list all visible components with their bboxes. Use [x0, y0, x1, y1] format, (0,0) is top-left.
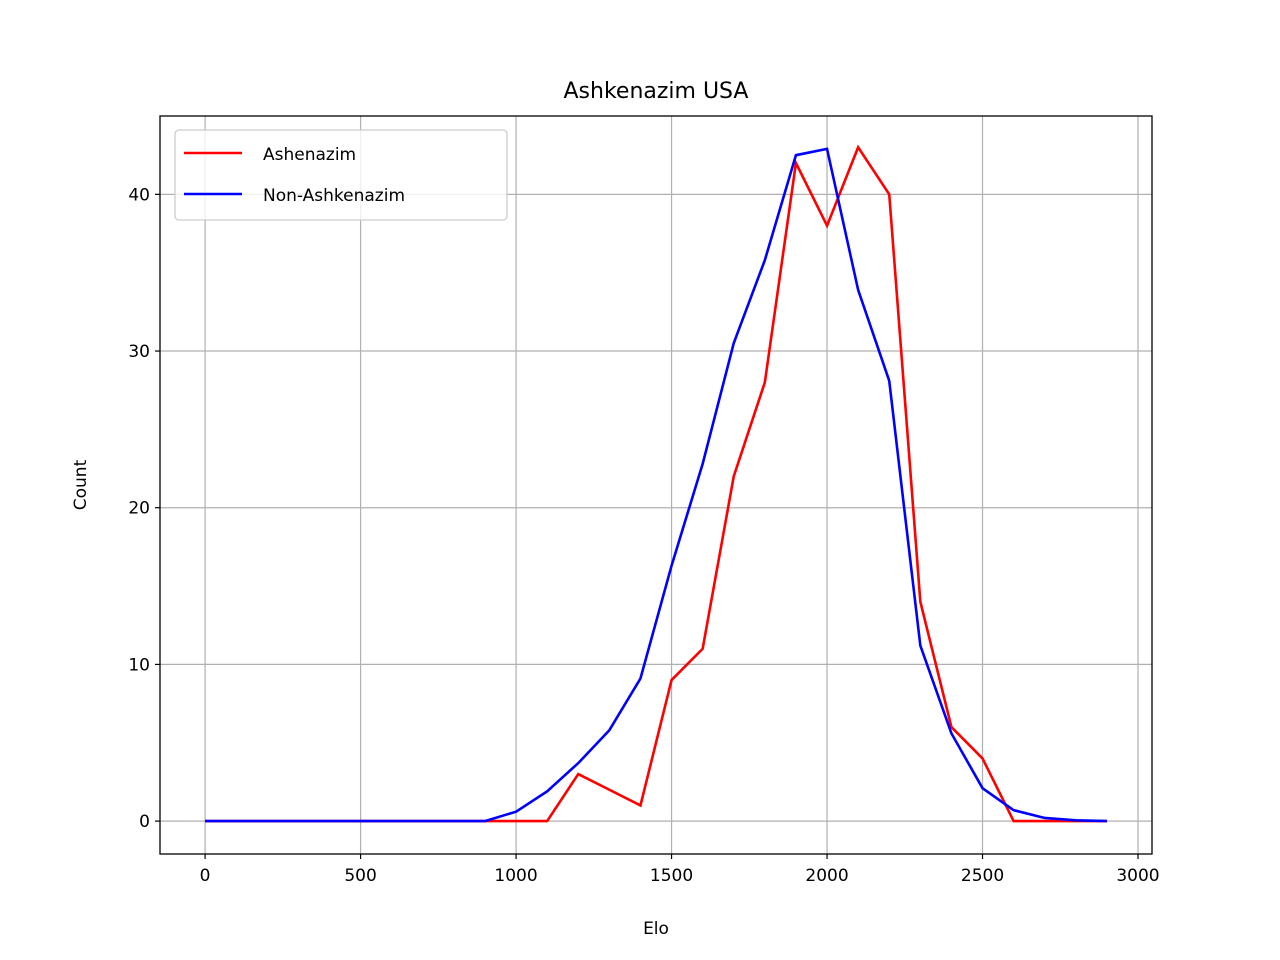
x-axis-label: Elo: [643, 919, 669, 939]
y-tick-label: 0: [139, 812, 150, 832]
legend-label-ashenazim: Ashenazim: [263, 145, 356, 165]
x-tick-label: 1000: [494, 866, 537, 886]
plot-area-frame: [159, 115, 1153, 855]
x-tick-label: 2500: [961, 866, 1004, 886]
y-axis-label: Count: [71, 459, 91, 510]
legend-label-non-ashkenazim: Non-Ashkenazim: [263, 186, 405, 206]
series-lines: [205, 144, 1107, 823]
chart-title: Ashkenazim USA: [564, 79, 749, 104]
legend: Ashenazim Non-Ashkenazim: [174, 129, 508, 221]
axis-ticks: 0 500 1000 1500 2000 2500 3000 0 10 20 30 40: [128, 185, 1159, 886]
y-tick-label: 40: [128, 185, 150, 205]
x-tick-label: 1500: [650, 866, 693, 886]
series-line-non-ashkenazim: [205, 147, 1107, 823]
y-tick-label: 30: [128, 342, 150, 362]
y-tick-label: 10: [128, 655, 150, 675]
legend-box: [174, 129, 508, 221]
x-tick-label: 0: [200, 866, 211, 886]
x-tick-label: 500: [344, 866, 376, 886]
x-tick-label: 2000: [805, 866, 848, 886]
y-tick-label: 20: [128, 499, 150, 519]
x-tick-label: 3000: [1116, 866, 1159, 886]
